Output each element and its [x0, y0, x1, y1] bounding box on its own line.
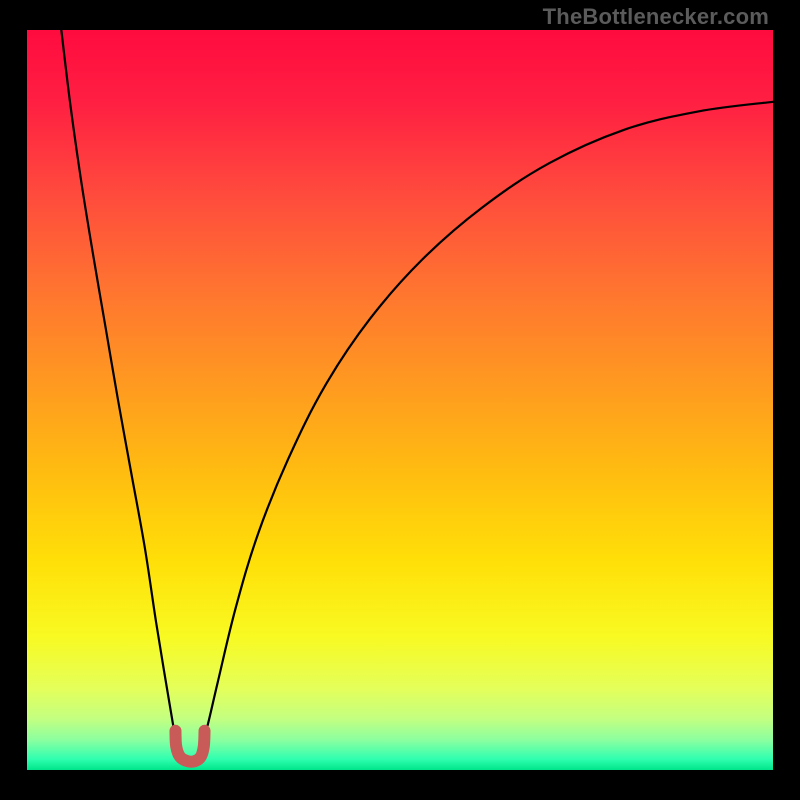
- chart-canvas: [0, 0, 800, 800]
- frame-border-bottom: [0, 770, 800, 800]
- frame-border-left: [0, 0, 27, 800]
- watermark-text: TheBottlenecker.com: [543, 4, 769, 30]
- frame-border-right: [773, 0, 800, 800]
- gradient-background: [27, 30, 773, 770]
